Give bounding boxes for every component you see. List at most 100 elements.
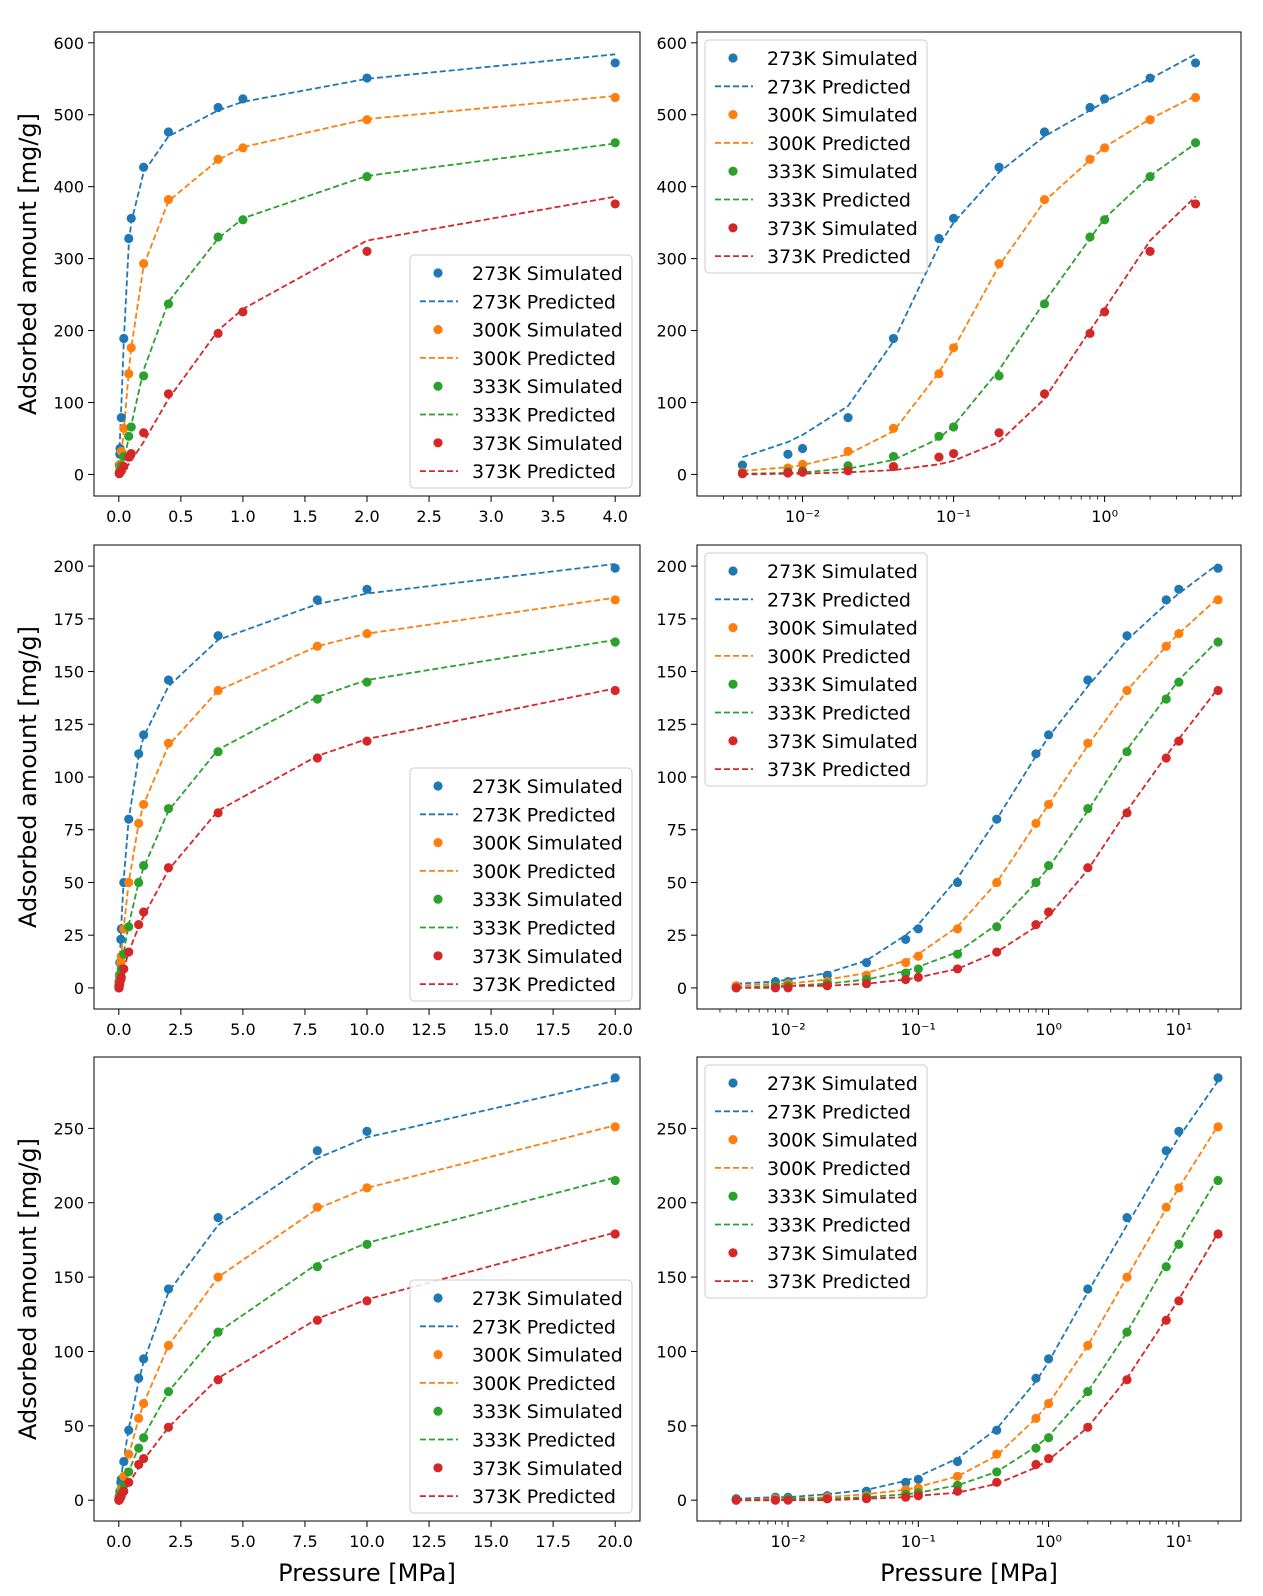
legend-label: 333K Simulated <box>767 674 918 696</box>
point-333K-simulated <box>1083 804 1093 814</box>
point-273K-simulated <box>1083 1284 1093 1294</box>
point-273K-simulated <box>901 934 911 945</box>
point-373K-simulated <box>163 1422 174 1432</box>
legend-label: 373K Predicted <box>767 759 911 781</box>
y-tick-label: 400 <box>656 178 687 197</box>
point-373K-simulated <box>163 389 174 399</box>
point-273K-simulated <box>213 1213 223 1223</box>
x-tick-label: 0.5 <box>168 507 193 526</box>
point-373K-simulated <box>913 972 923 982</box>
point-300K-simulated <box>1190 92 1201 103</box>
legend: 273K Simulated 273K Predicted 300K Simulat… <box>409 767 633 1002</box>
legend-marker-300K <box>433 325 443 335</box>
point-373K-simulated <box>797 467 808 477</box>
y-tick-label: 150 <box>656 663 687 682</box>
point-373K-simulated <box>1122 808 1132 818</box>
point-373K-simulated <box>312 1315 322 1325</box>
point-300K-simulated <box>952 1471 963 1481</box>
point-373K-simulated <box>992 947 1002 957</box>
x-tick-label: 17.5 <box>535 1532 571 1551</box>
y-tick-label: 100 <box>656 1342 687 1361</box>
legend-label: 273K Predicted <box>472 291 616 313</box>
point-273K-simulated <box>362 1126 372 1136</box>
x-tick-label: 10⁻¹ <box>901 1020 936 1039</box>
point-300K-simulated <box>362 115 372 125</box>
point-373K-simulated <box>737 469 748 479</box>
legend: 273K Simulated 273K Predicted 300K Simulat… <box>704 39 928 274</box>
point-273K-simulated <box>1161 1146 1171 1156</box>
point-333K-simulated <box>1031 1443 1041 1453</box>
y-tick-label: 0 <box>677 465 687 484</box>
point-300K-simulated <box>213 1272 223 1282</box>
point-373K-simulated <box>901 1492 911 1502</box>
legend-box <box>704 39 928 274</box>
legend-label: 273K Simulated <box>767 561 918 583</box>
point-373K-simulated <box>1039 389 1050 399</box>
y-tick-label: 150 <box>53 1268 84 1287</box>
point-273K-simulated <box>163 1284 174 1294</box>
legend-label: 373K Predicted <box>472 1486 616 1508</box>
y-tick-label: 75 <box>64 821 84 840</box>
point-373K-simulated <box>1031 1459 1041 1470</box>
point-273K-simulated <box>124 233 134 244</box>
point-273K-simulated <box>163 675 174 685</box>
legend-label: 333K Simulated <box>472 1401 623 1423</box>
point-273K-simulated <box>610 563 620 573</box>
legend-label: 373K Predicted <box>472 461 616 483</box>
point-300K-simulated <box>952 924 963 934</box>
point-273K-simulated <box>238 94 248 104</box>
x-tick-label: 10⁻² <box>770 1020 805 1039</box>
legend-marker-300K <box>433 838 443 848</box>
x-tick-label: 2.5 <box>416 507 441 526</box>
legend-marker-273K <box>433 1293 443 1303</box>
x-tick-label: 20.0 <box>597 1532 633 1551</box>
x-tick-label: 15.0 <box>473 1020 509 1039</box>
point-273K-simulated <box>362 73 372 83</box>
y-axis-label: Adsorbed amount [mg/g] <box>14 1138 42 1440</box>
point-273K-simulated <box>134 1373 144 1383</box>
point-373K-simulated <box>1145 246 1155 257</box>
y-tick-label: 100 <box>656 768 687 787</box>
point-373K-simulated <box>770 983 781 993</box>
axes-frame <box>93 1056 641 1522</box>
point-333K-simulated <box>134 877 144 888</box>
point-300K-simulated <box>1100 143 1110 153</box>
y-tick-label: 0 <box>74 1491 84 1510</box>
legend-label: 300K Simulated <box>472 320 623 342</box>
point-300K-simulated <box>312 641 322 651</box>
x-tick-label: 1.0 <box>230 507 255 526</box>
point-333K-simulated <box>1085 232 1095 242</box>
legend-marker-333K <box>433 1406 443 1416</box>
point-373K-simulated <box>1083 1422 1093 1432</box>
point-273K-simulated <box>610 58 620 68</box>
series-300K-predicted-line <box>736 597 1219 987</box>
legend-label: 373K Simulated <box>767 731 918 753</box>
point-300K-simulated <box>213 685 223 696</box>
legend-label: 300K Predicted <box>472 861 616 883</box>
legend-marker-273K <box>728 566 738 576</box>
point-300K-simulated <box>134 818 144 829</box>
point-300K-simulated <box>163 195 174 205</box>
legend-marker-373K <box>728 736 738 746</box>
point-373K-simulated <box>822 981 832 991</box>
point-300K-simulated <box>119 423 129 433</box>
point-300K-simulated <box>1161 641 1171 651</box>
point-373K-simulated <box>1083 863 1093 873</box>
point-273K-simulated <box>1083 675 1093 685</box>
series-373K-predicted-line <box>736 1232 1219 1502</box>
point-273K-simulated <box>992 814 1002 824</box>
plot-area <box>731 563 1223 993</box>
point-333K-simulated <box>213 747 223 757</box>
y-tick-label: 125 <box>656 715 687 734</box>
point-333K-simulated <box>901 968 911 978</box>
y-axis-label: Adsorbed amount [mg/g] <box>14 626 42 928</box>
legend-label: 273K Predicted <box>767 1101 911 1123</box>
panel-row2-log: 10⁻² 10⁻¹ 10⁰ 10¹ 0 25 50 75 100 125 150 175 200 273K… <box>656 544 1242 1039</box>
point-333K-simulated <box>1039 299 1050 309</box>
point-333K-simulated <box>362 677 372 687</box>
plot-area <box>114 53 620 479</box>
point-273K-simulated <box>952 1456 963 1467</box>
series-373K-predicted-line <box>742 196 1197 476</box>
point-333K-simulated <box>124 431 134 441</box>
x-tick-label: 2.5 <box>168 1532 193 1551</box>
